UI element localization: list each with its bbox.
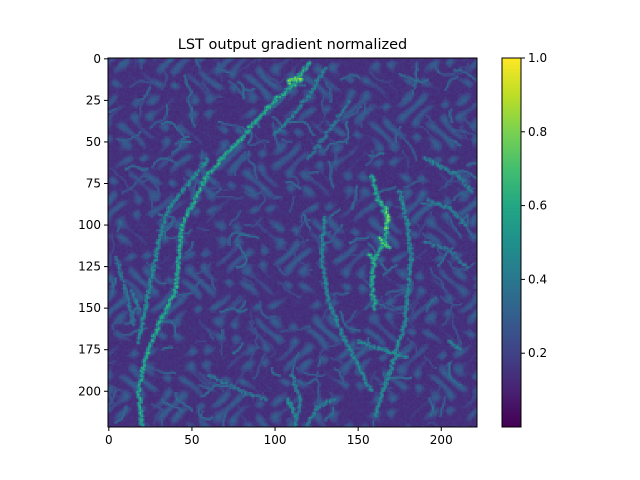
y-tick-label: 0 — [93, 52, 101, 66]
y-tick-label: 75 — [86, 176, 101, 190]
y-tick-label: 125 — [78, 260, 101, 274]
x-tick-label: 0 — [105, 433, 113, 447]
colorbar-gradient — [502, 58, 521, 427]
colorbar-axis: 0.2 0.4 0.6 0.8 1.0 — [521, 51, 547, 360]
colorbar: 0.2 0.4 0.6 0.8 1.0 — [501, 51, 547, 428]
x-tick-label: 150 — [347, 433, 370, 447]
chart-title: LST output gradient normalized — [178, 37, 407, 53]
colorbar-tick-label: 1.0 — [528, 51, 547, 65]
y-tick-label: 25 — [86, 93, 101, 107]
x-axis: 0 50 100 150 200 — [105, 427, 453, 447]
colorbar-tick-label: 0.4 — [528, 272, 547, 286]
y-axis: 0 25 50 75 100 125 150 175 200 — [78, 52, 108, 398]
colorbar-tick-label: 0.8 — [528, 125, 547, 139]
plot-area — [107, 57, 478, 428]
y-tick-label: 175 — [78, 343, 101, 357]
x-tick-label: 200 — [430, 433, 453, 447]
y-tick-label: 200 — [78, 384, 101, 398]
x-tick-label: 100 — [264, 433, 287, 447]
colorbar-frame — [501, 57, 522, 428]
y-tick-label: 150 — [78, 301, 101, 315]
plot-frame — [107, 57, 478, 428]
heatmap-image — [108, 58, 477, 427]
colorbar-tick-label: 0.2 — [528, 346, 547, 360]
y-tick-label: 100 — [78, 218, 101, 232]
colorbar-tick-label: 0.6 — [528, 199, 547, 213]
x-tick-label: 50 — [184, 433, 199, 447]
y-tick-label: 50 — [86, 135, 101, 149]
